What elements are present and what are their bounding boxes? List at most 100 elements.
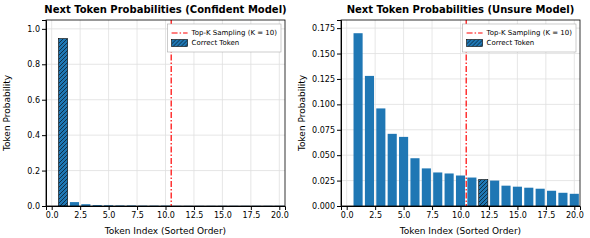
x-axis: 0.02.55.07.510.012.515.017.520.0 bbox=[341, 206, 584, 220]
grid-line-x bbox=[51, 20, 52, 206]
bar bbox=[388, 134, 397, 206]
tick: 0.125 bbox=[312, 75, 341, 84]
bar bbox=[570, 194, 579, 206]
tick-mark bbox=[251, 206, 252, 210]
tick-label: 0.0 bbox=[27, 202, 40, 211]
tick: 7.5 bbox=[131, 206, 144, 220]
chart: 0.0 2.5 5.0 7.5 10.0 12.5 15.0 17.5 20.0 0.0 0.2 0.… bbox=[0, 0, 590, 238]
plot-frame bbox=[341, 20, 580, 206]
grid-line-x bbox=[80, 20, 81, 206]
tick: 0.0 bbox=[27, 202, 46, 211]
grid-line-y bbox=[341, 53, 580, 54]
grid-line-y bbox=[46, 99, 285, 100]
tick: 0.2 bbox=[27, 167, 46, 176]
legend: Top-K Sampling (K = 10) Correct Token bbox=[463, 24, 576, 52]
bar bbox=[513, 187, 522, 206]
x-axis-title: Token Index (Sorted Order) bbox=[104, 226, 226, 236]
bar bbox=[365, 76, 374, 206]
tick-label: 7.5 bbox=[426, 211, 439, 220]
tick-mark bbox=[337, 130, 341, 131]
bar-highlight bbox=[59, 39, 68, 206]
tick-label: 1.0 bbox=[27, 25, 40, 34]
tick-label: 15.0 bbox=[509, 211, 527, 220]
tick-mark bbox=[52, 206, 53, 210]
tick-label: 17.5 bbox=[537, 211, 555, 220]
bar bbox=[433, 172, 442, 206]
bar bbox=[524, 188, 533, 206]
tick-label: 20.0 bbox=[566, 211, 584, 220]
tick: 10.0 bbox=[452, 206, 470, 220]
grid-line-x bbox=[137, 20, 138, 206]
bar bbox=[70, 202, 79, 206]
tick-mark bbox=[137, 206, 138, 210]
x-axis: 0.0 2.5 5.0 7.5 10.0 12.5 15.0 17.5 20.0 bbox=[46, 206, 289, 220]
legend-label: Correct Token bbox=[487, 39, 535, 47]
tick-mark bbox=[517, 206, 518, 210]
tick-label: 7.5 bbox=[131, 211, 144, 220]
tick-mark bbox=[80, 206, 81, 210]
y-axis: 0.00.20.40.60.81.0 bbox=[27, 21, 46, 212]
legend-swatch bbox=[467, 40, 483, 47]
legend-swatch bbox=[172, 32, 188, 33]
tick: 5.0 bbox=[103, 206, 116, 220]
tick-mark bbox=[489, 206, 490, 210]
y-axis: 0.0000.0250.0500.0750.1000.1250.1500.175 bbox=[312, 21, 341, 212]
tick-mark bbox=[109, 206, 110, 210]
tick: 0.6 bbox=[27, 96, 46, 105]
title: Next Token Probabilities (Unsure Model) bbox=[347, 4, 575, 15]
tick-label: 0.050 bbox=[312, 151, 335, 160]
tick-mark bbox=[42, 64, 46, 65]
tick-mark bbox=[166, 206, 167, 210]
grid bbox=[341, 20, 580, 206]
tick: 1.0 bbox=[27, 25, 46, 34]
tick-label: 15.0 bbox=[214, 211, 232, 220]
panel: 0.0 2.5 5.0 7.5 10.0 12.5 15.0 17.5 20.0 0.0 0.2 0.… bbox=[2, 4, 289, 236]
tick-mark bbox=[279, 206, 280, 210]
tick-label: 5.0 bbox=[103, 211, 116, 220]
tick: 0.050 bbox=[312, 151, 341, 160]
tick-label: 0.2 bbox=[27, 167, 40, 176]
grid-line-x bbox=[375, 20, 376, 206]
tick-label: 20.0 bbox=[271, 211, 289, 220]
axis-domain bbox=[47, 207, 286, 211]
grid-line-x bbox=[108, 20, 109, 206]
tick: 10.0 bbox=[157, 206, 175, 220]
legend-label: Top-K Sampling (K = 10) bbox=[486, 29, 573, 37]
tick-label: 0.150 bbox=[312, 50, 335, 59]
grid-line-y bbox=[46, 170, 285, 171]
tick-mark bbox=[42, 29, 46, 30]
tick-mark bbox=[375, 206, 376, 210]
tick: 12.5 bbox=[186, 206, 204, 220]
legend-label: Correct Token bbox=[192, 39, 240, 47]
tick-label: 0.125 bbox=[312, 75, 335, 84]
grid-line-y bbox=[341, 78, 580, 79]
tick-mark bbox=[337, 104, 341, 105]
y-axis-title: Token Probability bbox=[297, 74, 307, 152]
tick: 0.175 bbox=[312, 24, 341, 33]
tick: 0.100 bbox=[312, 100, 341, 109]
tick-mark bbox=[337, 79, 341, 80]
bar-highlight bbox=[479, 180, 488, 206]
bar bbox=[547, 191, 556, 206]
tick: 0.8 bbox=[27, 60, 46, 69]
tick: 15.0 bbox=[509, 206, 527, 220]
tick: 0.0 bbox=[46, 206, 59, 220]
tick-label: 0.075 bbox=[312, 126, 335, 135]
tick-label: 17.5 bbox=[242, 211, 260, 220]
tick-label: 0.000 bbox=[312, 202, 335, 211]
tick: 0.000 bbox=[312, 202, 341, 211]
x-axis-title: Token Index (Sorted Order) bbox=[399, 226, 521, 236]
tick: 20.0 bbox=[271, 206, 289, 220]
bar bbox=[445, 173, 454, 206]
tick-label: 2.5 bbox=[74, 211, 87, 220]
bar bbox=[558, 193, 567, 206]
legend-box bbox=[168, 24, 281, 52]
tick-mark bbox=[337, 181, 341, 182]
bar bbox=[354, 33, 363, 206]
tick-mark bbox=[574, 206, 575, 210]
legend-swatch bbox=[467, 32, 483, 33]
tick: 20.0 bbox=[566, 206, 584, 220]
legend-swatch bbox=[172, 40, 188, 47]
tick-label: 0.8 bbox=[27, 60, 40, 69]
tick-mark bbox=[222, 206, 223, 210]
